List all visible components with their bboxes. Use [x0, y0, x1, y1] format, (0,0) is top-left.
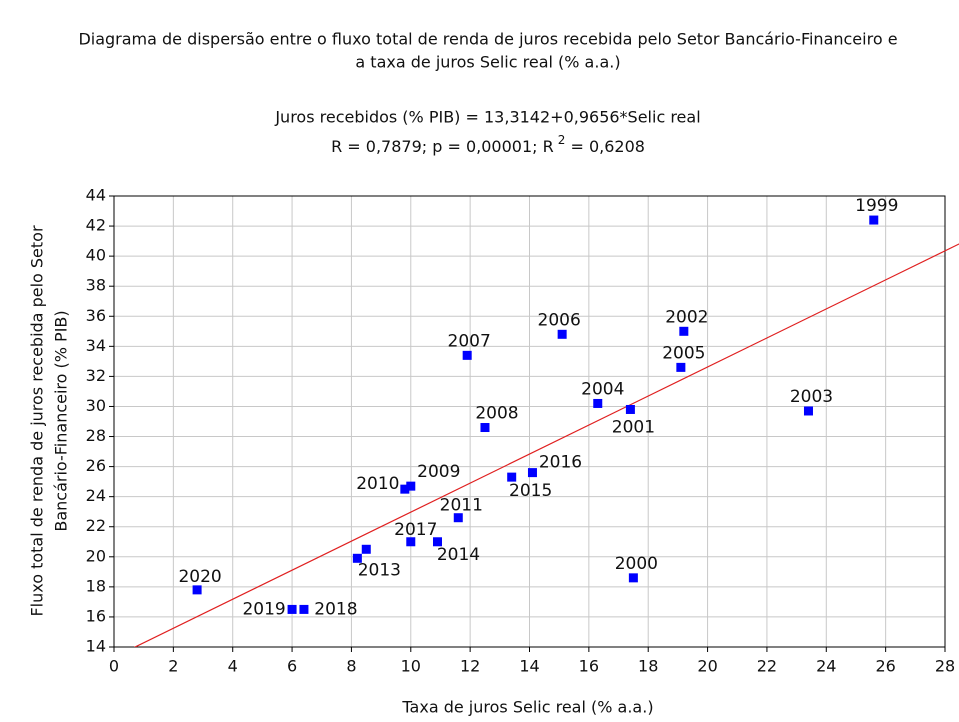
point [628, 573, 638, 583]
point-label: 2010 [356, 474, 399, 494]
y-tick-label: 30 [86, 396, 106, 415]
y-tick-label: 14 [86, 637, 106, 656]
y-tick-label: 20 [86, 546, 106, 565]
point-label: 2006 [538, 310, 581, 330]
chart-title: a taxa de juros Selic real (% a.a.) [355, 53, 620, 72]
plot-frame [113, 195, 946, 648]
x-tick-label: 4 [228, 657, 238, 676]
point [352, 553, 362, 563]
x-tick-label: 18 [638, 657, 658, 676]
point-label: 2007 [448, 331, 491, 351]
x-tick-label: 16 [579, 657, 599, 676]
point [299, 604, 309, 614]
point-label: 1999 [855, 196, 898, 216]
point [361, 544, 371, 554]
point-label: 2000 [615, 554, 658, 574]
y-tick-label: 26 [86, 456, 106, 475]
point-label: 2014 [437, 545, 480, 565]
x-tick-label: 12 [460, 657, 480, 676]
point-label: 2003 [790, 387, 833, 407]
point-label: 2013 [358, 560, 401, 580]
point [400, 484, 410, 494]
point-label: 2005 [662, 343, 705, 363]
point [406, 537, 416, 547]
point-label: 2020 [178, 567, 221, 587]
x-axis-label: Taxa de juros Selic real (% a.a.) [401, 698, 653, 717]
point-label: 2017 [394, 520, 437, 540]
y-tick-label: 34 [86, 336, 106, 355]
point [406, 481, 416, 491]
point [625, 404, 635, 414]
y-tick-label: 28 [86, 426, 106, 445]
y-tick-label: 18 [86, 576, 106, 595]
point [869, 215, 879, 225]
stats: R = 0,7879; p = 0,00001; R 2 = 0,6208 [331, 133, 645, 156]
point [453, 513, 463, 523]
x-tick-label: 26 [875, 657, 895, 676]
point-label: 2002 [665, 307, 708, 327]
y-tick-label: 24 [86, 486, 106, 505]
point [432, 537, 442, 547]
chart-title: Diagrama de dispersão entre o fluxo tota… [78, 30, 897, 49]
point [192, 585, 202, 595]
point-label: 2011 [440, 496, 483, 516]
x-tick-label: 28 [935, 657, 955, 676]
point [462, 350, 472, 360]
y-tick-label: 36 [86, 306, 106, 325]
point [676, 362, 686, 372]
x-tick-label: 6 [287, 657, 297, 676]
equation: Juros recebidos (% PIB) = 13,3142+0,9656… [274, 108, 700, 127]
stats-text: = 0,6208 [565, 137, 645, 156]
point-label: 2008 [475, 404, 518, 424]
trend-line [133, 243, 959, 647]
point [480, 423, 490, 433]
y-tick-label: 32 [86, 366, 106, 385]
y-tick-label: 22 [86, 516, 106, 535]
point [803, 406, 813, 416]
point-label: 2018 [314, 599, 357, 619]
x-tick-label: 0 [109, 657, 119, 676]
y-tick-label: 40 [86, 246, 106, 265]
point [557, 329, 567, 339]
point [507, 472, 517, 482]
stats-text: R = 0,7879; p = 0,00001; R [331, 137, 554, 156]
x-tick-label: 24 [816, 657, 836, 676]
x-tick-label: 10 [401, 657, 421, 676]
x-tick-label: 8 [346, 657, 356, 676]
point-label: 2009 [417, 462, 460, 482]
point-label: 2016 [539, 453, 582, 473]
y-tick-label: 38 [86, 276, 106, 295]
y-tick-label: 16 [86, 606, 106, 625]
x-tick-label: 20 [697, 657, 717, 676]
stats-sup: 2 [558, 133, 566, 147]
y-tick-label: 42 [86, 216, 106, 235]
y-axis-label: Bancário-Financeiro (% PIB) [52, 310, 71, 531]
point-label: 2019 [242, 599, 285, 619]
point [679, 326, 689, 336]
x-tick-label: 14 [519, 657, 539, 676]
x-tick-label: 22 [757, 657, 777, 676]
point-label: 2001 [612, 417, 655, 437]
point-label: 2015 [509, 481, 552, 501]
y-axis-label: Fluxo total de renda de juros recebida p… [28, 225, 47, 617]
point-label: 2004 [581, 379, 624, 399]
x-tick-label: 2 [168, 657, 178, 676]
point [287, 604, 297, 614]
point [593, 398, 603, 408]
point [527, 468, 537, 478]
y-tick-label: 44 [86, 186, 106, 205]
